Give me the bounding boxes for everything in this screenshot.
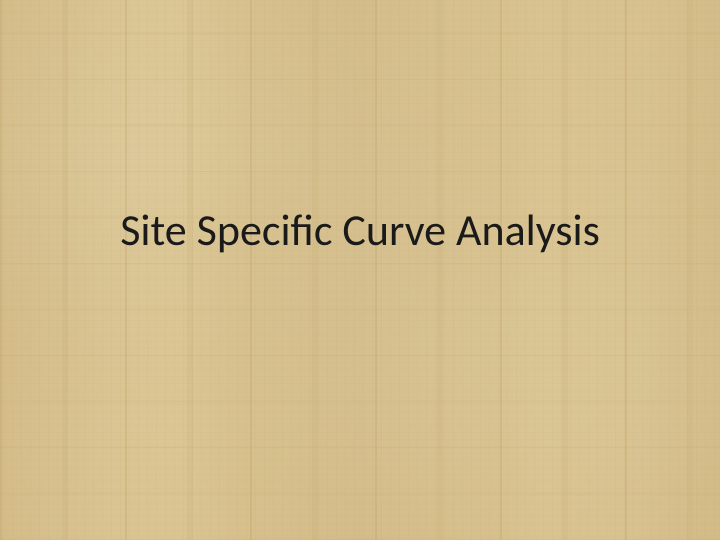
slide-container: Site Specific Curve Analysis [0, 0, 720, 540]
slide-title: Site Specific Curve Analysis [120, 203, 600, 257]
